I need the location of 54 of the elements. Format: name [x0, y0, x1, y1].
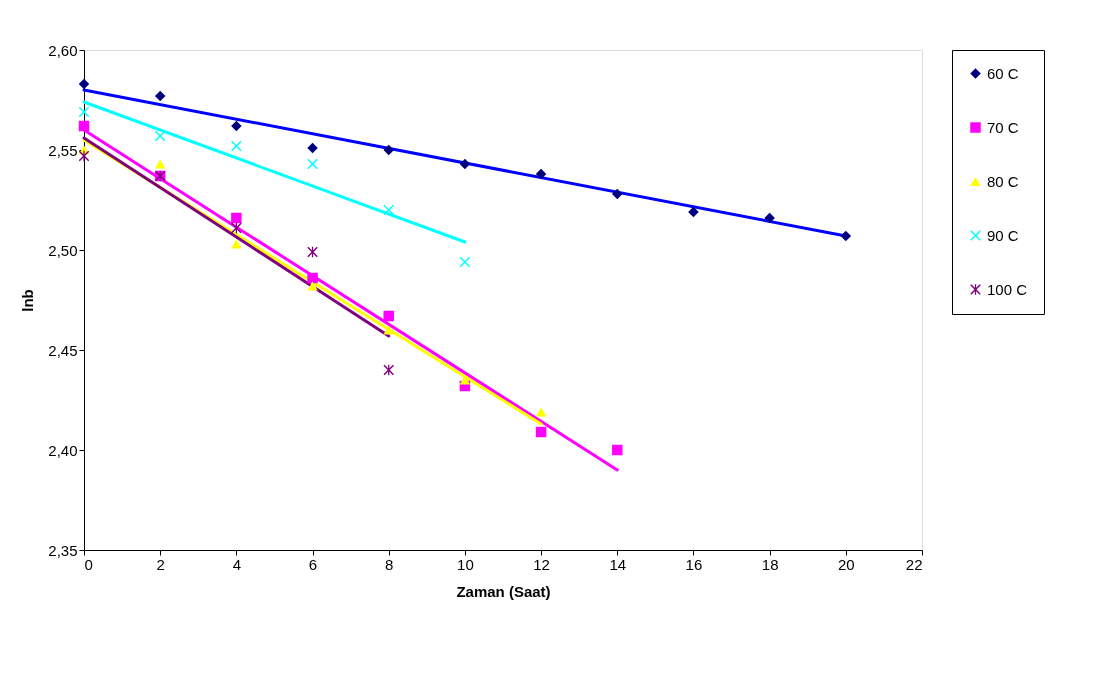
y-axis-title: lnb — [19, 289, 37, 312]
point — [78, 106, 90, 118]
x-tick-label: 18 — [761, 555, 779, 573]
legend-label: 70 C — [987, 118, 1019, 136]
point — [688, 206, 699, 218]
x-tick-label: 22 — [905, 555, 923, 573]
x-tick-label: 20 — [837, 555, 855, 573]
x-tick-label: 16 — [685, 555, 703, 573]
x-tick-label: 8 — [385, 555, 394, 573]
point — [231, 120, 242, 132]
point — [764, 212, 775, 224]
point — [154, 159, 166, 169]
point — [840, 230, 852, 242]
point — [154, 90, 166, 102]
point — [78, 150, 90, 162]
legend-label: 60 C — [987, 64, 1019, 82]
point — [154, 130, 166, 142]
y-tick-label: 2,60 — [48, 41, 78, 59]
point — [383, 325, 394, 335]
y-tick-label: 2,55 — [48, 141, 78, 159]
x-tick-label: 2 — [156, 555, 165, 573]
point — [307, 142, 318, 154]
point — [307, 281, 318, 291]
point — [535, 426, 547, 438]
point — [383, 204, 394, 216]
point — [78, 120, 90, 132]
legend-label: 100 C — [987, 280, 1028, 298]
point — [383, 144, 394, 156]
x-axis-title: Zaman (Saat) — [456, 582, 551, 600]
x-tick-label: 4 — [232, 555, 242, 573]
point — [459, 256, 471, 268]
x-tick-label: 0 — [84, 555, 93, 573]
point — [612, 188, 623, 200]
x-tick-label: 14 — [609, 555, 627, 573]
y-tick-label: 2,35 — [48, 541, 78, 559]
point — [231, 140, 242, 152]
y-tick-label: 2,40 — [48, 441, 78, 459]
y-tick-label: 2,45 — [48, 341, 78, 359]
point — [307, 158, 318, 170]
point — [535, 407, 547, 417]
legend-label: 80 C — [987, 172, 1019, 190]
point — [307, 272, 318, 284]
y-tick-label: 2,50 — [48, 241, 78, 259]
x-tick-label: 10 — [457, 555, 474, 573]
x-tick-label: 6 — [308, 555, 318, 573]
point — [535, 168, 547, 180]
point — [231, 239, 242, 249]
point — [383, 310, 394, 322]
legend-label: 90 C — [987, 226, 1019, 244]
point — [459, 158, 471, 170]
point — [231, 212, 242, 224]
point — [612, 444, 623, 456]
point — [78, 78, 90, 90]
x-tick-label: 12 — [533, 555, 550, 573]
